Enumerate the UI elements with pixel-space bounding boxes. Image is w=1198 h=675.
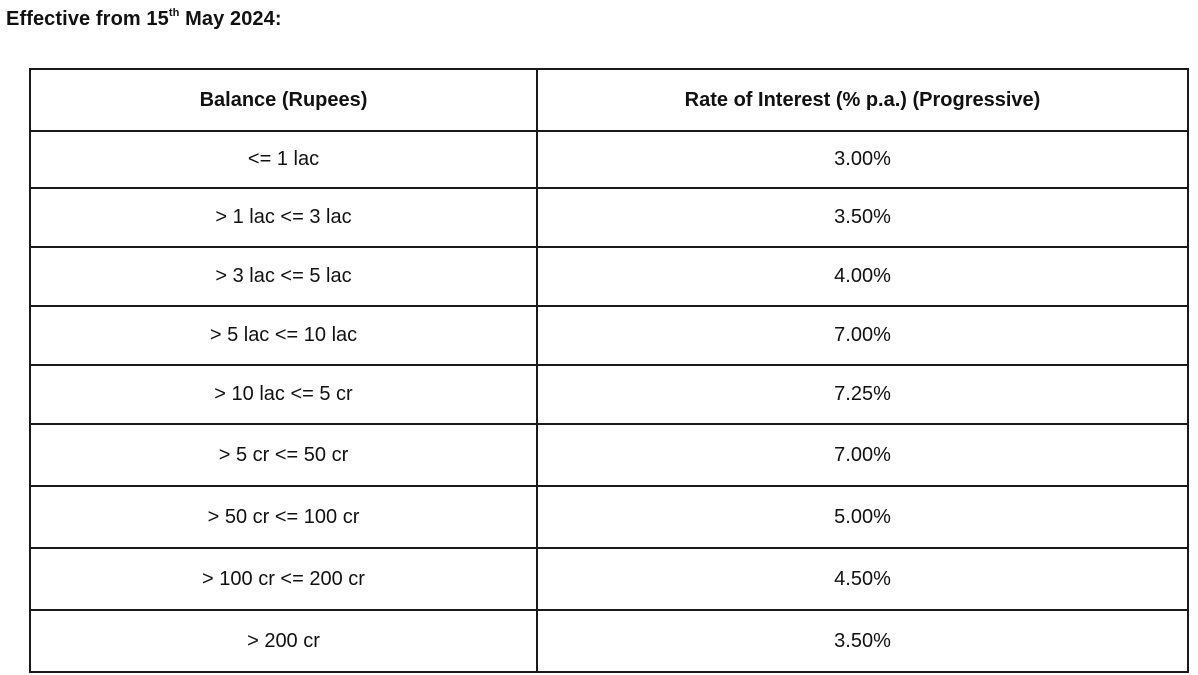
cell-rate: 5.00%	[536, 485, 1189, 549]
interest-rate-table: Balance (Rupees) Rate of Interest (% p.a…	[29, 68, 1189, 673]
table-row: > 5 lac <= 10 lac 7.00%	[29, 305, 1189, 366]
cell-rate: 4.00%	[536, 246, 1189, 307]
heading-suffix: May 2024:	[179, 8, 282, 30]
table-row: > 100 cr <= 200 cr 4.50%	[29, 547, 1189, 611]
table-row: > 1 lac <= 3 lac 3.50%	[29, 187, 1189, 248]
cell-rate: 7.00%	[536, 423, 1189, 487]
cell-balance: > 5 lac <= 10 lac	[29, 305, 538, 366]
cell-balance: > 200 cr	[29, 609, 538, 673]
table-header-row: Balance (Rupees) Rate of Interest (% p.a…	[29, 68, 1189, 132]
cell-balance: > 5 cr <= 50 cr	[29, 423, 538, 487]
table-row: > 200 cr 3.50%	[29, 609, 1189, 673]
cell-balance: > 1 lac <= 3 lac	[29, 187, 538, 248]
table-row: > 50 cr <= 100 cr 5.00%	[29, 485, 1189, 549]
heading-prefix: Effective from 15	[6, 8, 169, 30]
cell-balance: > 50 cr <= 100 cr	[29, 485, 538, 549]
header-rate: Rate of Interest (% p.a.) (Progressive)	[536, 68, 1189, 132]
cell-rate: 3.50%	[536, 609, 1189, 673]
cell-rate: 3.50%	[536, 187, 1189, 248]
cell-rate: 3.00%	[536, 130, 1189, 189]
table-row: > 3 lac <= 5 lac 4.00%	[29, 246, 1189, 307]
cell-balance: > 100 cr <= 200 cr	[29, 547, 538, 611]
cell-rate: 7.25%	[536, 364, 1189, 425]
table-row: > 10 lac <= 5 cr 7.25%	[29, 364, 1189, 425]
header-balance: Balance (Rupees)	[29, 68, 538, 132]
cell-balance: > 3 lac <= 5 lac	[29, 246, 538, 307]
cell-rate: 4.50%	[536, 547, 1189, 611]
page-heading: Effective from 15th May 2024:	[6, 8, 282, 31]
cell-balance: > 10 lac <= 5 cr	[29, 364, 538, 425]
cell-rate: 7.00%	[536, 305, 1189, 366]
cell-balance: <= 1 lac	[29, 130, 538, 189]
heading-superscript: th	[168, 7, 180, 20]
table-row: > 5 cr <= 50 cr 7.00%	[29, 423, 1189, 487]
table-row: <= 1 lac 3.00%	[29, 130, 1189, 189]
